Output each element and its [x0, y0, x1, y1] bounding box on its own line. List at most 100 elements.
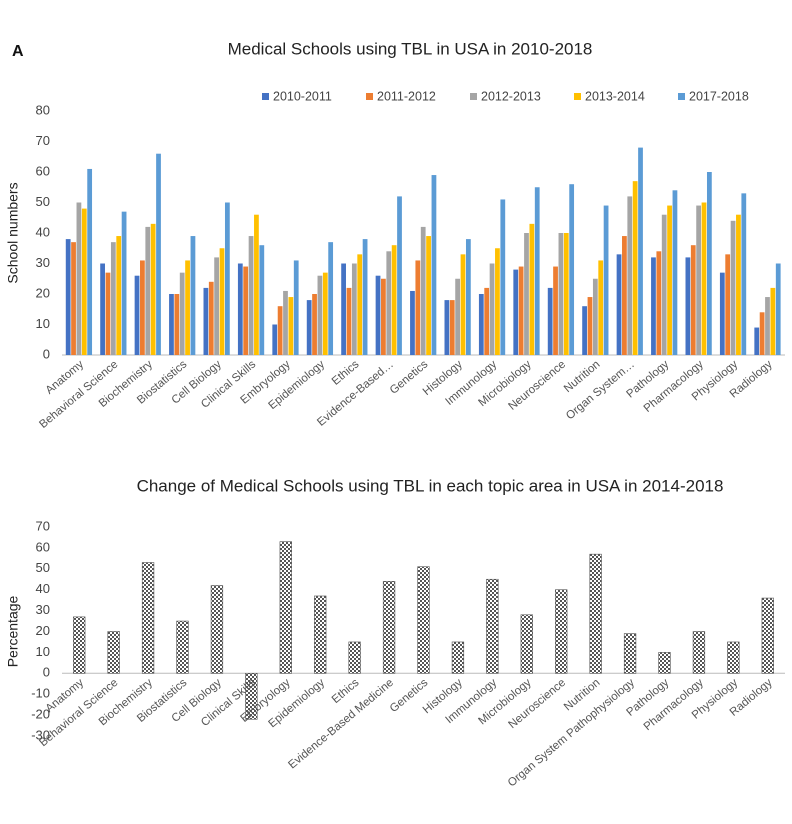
legend-label: 2010-2011 [273, 89, 332, 103]
bar [245, 672, 258, 720]
bar [214, 257, 220, 355]
bar [622, 236, 627, 355]
legend-swatch [262, 93, 269, 100]
y-tick-label: 10 [36, 644, 50, 659]
bar [524, 233, 529, 355]
bar [81, 208, 87, 355]
bar [592, 278, 598, 355]
bar [719, 272, 725, 355]
bar [761, 597, 774, 674]
bar [667, 205, 672, 355]
bar [397, 196, 402, 355]
bar [208, 281, 214, 355]
y-tick-label: -30 [31, 727, 50, 742]
bar [107, 631, 120, 674]
bar [632, 181, 638, 355]
bar [110, 242, 116, 355]
bar [569, 184, 575, 355]
bar [685, 257, 691, 355]
bar [134, 275, 140, 355]
bar [73, 616, 86, 674]
chart-title: Change of Medical Schools using TBL in e… [137, 476, 724, 495]
bar [105, 272, 111, 355]
bar [529, 223, 535, 355]
bar [638, 147, 643, 355]
bar [357, 254, 363, 355]
y-tick-label: 20 [36, 285, 50, 300]
legend-swatch [574, 93, 581, 100]
panel-label: A [12, 43, 24, 60]
bar [587, 297, 593, 355]
x-tick-label: Organ System Pathophysiology [506, 677, 637, 790]
bar [283, 290, 288, 355]
bar [185, 260, 190, 355]
bar [451, 641, 465, 674]
bar [589, 553, 602, 674]
bar [386, 251, 392, 355]
bar [362, 239, 368, 355]
bar [272, 324, 278, 355]
bar [547, 287, 553, 355]
chart-title: Medical Schools using TBL in USA in 2010… [228, 39, 593, 58]
bar [210, 585, 224, 674]
bar [460, 254, 466, 355]
bar [174, 294, 180, 355]
bar [656, 251, 662, 355]
y-tick-label: 80 [36, 102, 50, 117]
bar [449, 300, 455, 355]
bar [465, 239, 471, 355]
y-axis-title: School numbers [5, 182, 21, 283]
bar [765, 297, 770, 355]
bar [534, 187, 540, 355]
bar [582, 306, 587, 355]
bar [277, 306, 283, 355]
bar [156, 153, 161, 355]
bar [417, 566, 430, 674]
y-tick-label: 50 [36, 560, 50, 575]
bar [248, 236, 254, 355]
y-tick-label: 40 [36, 581, 50, 596]
bar [145, 226, 151, 355]
bar [121, 211, 127, 355]
bar [328, 242, 334, 355]
bar [348, 641, 361, 674]
bar [382, 581, 396, 674]
bar [741, 193, 747, 355]
bar [690, 245, 696, 355]
y-tick-label: 60 [36, 539, 50, 554]
bar [219, 248, 225, 355]
bar [598, 260, 604, 355]
bar [65, 239, 71, 355]
y-tick-label: 50 [36, 194, 50, 209]
bar [696, 205, 702, 355]
bar [375, 275, 381, 355]
y-tick-label: 60 [36, 163, 50, 178]
bar [770, 287, 776, 355]
bar [623, 633, 637, 674]
y-tick-label: 30 [36, 602, 50, 617]
bar [431, 175, 437, 355]
bar [426, 236, 431, 355]
bar [603, 205, 609, 355]
bar [322, 272, 328, 355]
bar [420, 226, 426, 355]
y-tick-label: 0 [43, 346, 50, 361]
bar [759, 312, 765, 355]
bar [775, 263, 781, 355]
bar [495, 248, 500, 355]
bar [243, 266, 249, 355]
y-tick-label: 70 [36, 133, 50, 148]
bar [706, 172, 712, 355]
bar [754, 327, 760, 355]
legend-swatch [470, 93, 477, 100]
bar [518, 266, 524, 355]
y-tick-label: 20 [36, 623, 50, 638]
x-tick-label: Pharmacology [642, 358, 706, 415]
bar [341, 263, 346, 355]
bar [87, 168, 93, 355]
bar [553, 266, 558, 355]
y-tick-label: 10 [36, 316, 50, 331]
bar [489, 263, 495, 355]
y-tick-label: 70 [36, 518, 50, 533]
bar [513, 269, 519, 355]
